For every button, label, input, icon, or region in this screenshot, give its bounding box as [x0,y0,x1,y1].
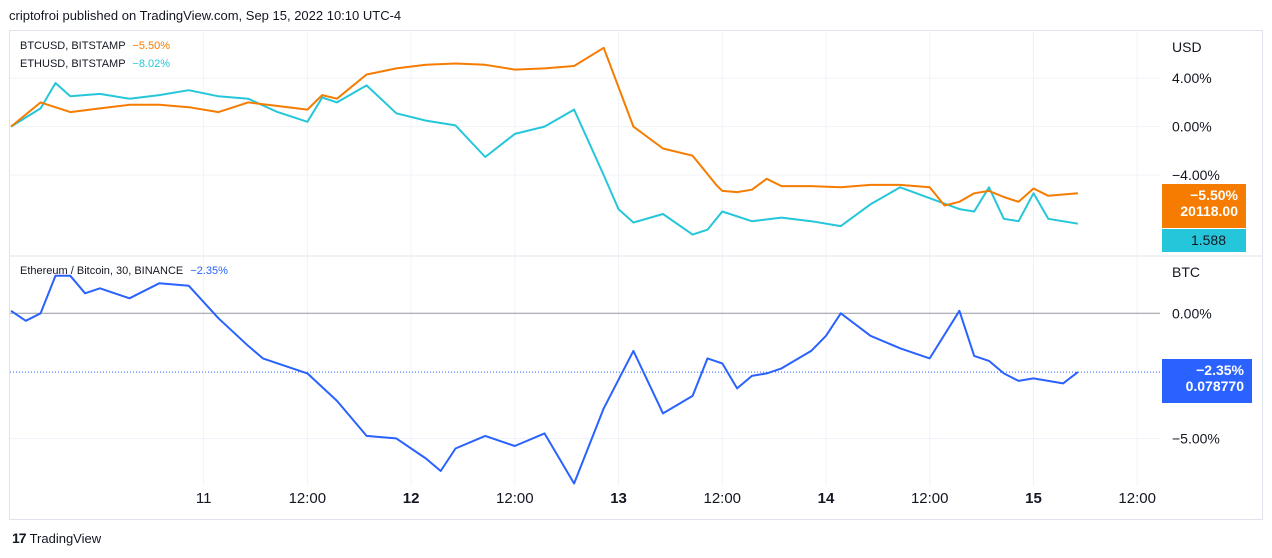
y-tick-label-0-0: 4.00% [1172,70,1212,86]
eth-tag-value: 1.588 [1190,232,1226,248]
x-tick-label-9: 12:00 [1118,490,1156,507]
footer-brand[interactable]: 17 TradingView [12,530,101,546]
top-axis-unit: USD [1172,39,1202,55]
series-line-btcusd [10,46,1078,207]
y-tick-label-0-2: −4.00% [1172,167,1220,183]
ethbtc-tag-change: −2.35% [1196,362,1244,378]
series-line-ethereum-bitcoin [10,274,1079,485]
eth-price-tag: 1.588 [1162,229,1246,252]
x-tick-label-7: 12:00 [911,490,949,507]
legend-ethbtc[interactable]: Ethereum / Bitcoin, 30, BINANCE −2.35% [20,265,228,277]
btc-tag-price: 20118.00 [1180,203,1238,219]
x-tick-label-5: 12:00 [703,490,741,507]
y-tick-label-0-1: 0.00% [1172,119,1212,135]
legend-ethusd-name: ETHUSD, BITSTAMP [20,58,126,70]
ethbtc-tag-price: 0.078770 [1185,378,1244,394]
btc-tag-change: −5.50% [1190,187,1238,203]
tradingview-logo-icon: 17 [12,530,27,546]
legend-ethbtc-name: Ethereum / Bitcoin, 30, BINANCE [20,265,184,277]
legend-ethbtc-change: −2.35% [190,265,228,277]
brand-name: TradingView [29,530,102,546]
chart-frame[interactable] [9,30,1263,520]
series-line-ethusd [10,82,1079,236]
bottom-axis-unit: BTC [1172,264,1200,280]
legend-ethusd[interactable]: ETHUSD, BITSTAMP −8.02% [20,58,170,70]
btc-price-tag: −5.50% 20118.00 [1162,184,1246,228]
legend-btcusd-name: BTCUSD, BITSTAMP [20,40,126,52]
x-tick-label-6: 14 [818,490,835,507]
x-tick-label-4: 13 [610,490,627,507]
ethbtc-price-tag: −2.35% 0.078770 [1162,359,1252,403]
x-tick-label-8: 15 [1025,490,1042,507]
x-tick-label-1: 12:00 [289,490,327,507]
y-tick-label-1-0: 0.00% [1172,305,1212,321]
x-tick-label-2: 12 [403,490,420,507]
legend-btcusd-change: −5.50% [132,40,171,52]
publish-info: criptofroi published on TradingView.com,… [9,8,402,23]
x-tick-label-0: 11 [196,490,212,507]
legend-ethusd-change: −8.02% [132,58,171,70]
y-tick-label-1-1: −5.00% [1172,430,1220,446]
x-tick-label-3: 12:00 [496,490,534,507]
legend-btcusd[interactable]: BTCUSD, BITSTAMP −5.50% [20,40,170,52]
